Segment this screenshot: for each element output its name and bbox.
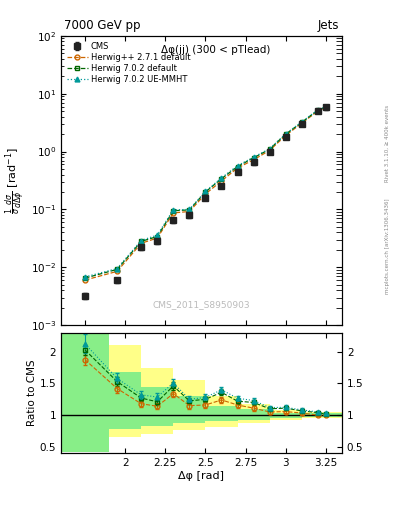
Herwig++ 2.7.1 default: [155, 235, 160, 241]
Y-axis label: $\frac{1}{\sigma}\frac{d\sigma}{d\Delta\phi}$ [rad$^{-1}$]: $\frac{1}{\sigma}\frac{d\sigma}{d\Delta\…: [4, 147, 28, 214]
Herwig++ 2.7.1 default: [251, 157, 256, 163]
Line: Herwig 7.0.2 UE-MMHT: Herwig 7.0.2 UE-MMHT: [83, 104, 328, 280]
Herwig 7.0.2 default: [251, 155, 256, 161]
X-axis label: Δφ [rad]: Δφ [rad]: [178, 471, 224, 481]
Herwig 7.0.2 UE-MMHT: [283, 131, 288, 137]
Herwig 7.0.2 UE-MMHT: [323, 103, 328, 110]
Herwig 7.0.2 UE-MMHT: [155, 232, 160, 238]
Herwig 7.0.2 UE-MMHT: [83, 274, 87, 280]
Herwig 7.0.2 UE-MMHT: [171, 207, 176, 213]
Herwig 7.0.2 UE-MMHT: [139, 238, 143, 244]
Herwig 7.0.2 default: [267, 146, 272, 152]
Herwig++ 2.7.1 default: [83, 277, 87, 283]
Text: 7000 GeV pp: 7000 GeV pp: [64, 18, 140, 32]
Herwig 7.0.2 default: [283, 131, 288, 137]
Herwig++ 2.7.1 default: [316, 108, 320, 114]
Text: mcplots.cern.ch [arXiv:1306.3436]: mcplots.cern.ch [arXiv:1306.3436]: [385, 198, 390, 293]
Herwig 7.0.2 default: [316, 107, 320, 113]
Text: CMS_2011_S8950903: CMS_2011_S8950903: [152, 301, 250, 309]
Herwig 7.0.2 UE-MMHT: [219, 175, 224, 181]
Herwig 7.0.2 UE-MMHT: [267, 145, 272, 152]
Herwig 7.0.2 default: [235, 163, 240, 169]
Herwig++ 2.7.1 default: [203, 191, 208, 197]
Text: Δφ(jj) (300 < pTlead): Δφ(jj) (300 < pTlead): [161, 45, 270, 54]
Herwig 7.0.2 default: [83, 275, 87, 281]
Herwig++ 2.7.1 default: [171, 210, 176, 216]
Herwig 7.0.2 default: [187, 207, 192, 213]
Herwig 7.0.2 UE-MMHT: [251, 154, 256, 160]
Herwig 7.0.2 default: [155, 233, 160, 240]
Herwig 7.0.2 default: [299, 119, 304, 125]
Legend: CMS, Herwig++ 2.7.1 default, Herwig 7.0.2 default, Herwig 7.0.2 UE-MMHT: CMS, Herwig++ 2.7.1 default, Herwig 7.0.…: [65, 40, 192, 86]
Herwig 7.0.2 default: [219, 176, 224, 182]
Line: Herwig++ 2.7.1 default: Herwig++ 2.7.1 default: [83, 105, 328, 283]
Text: Rivet 3.1.10, ≥ 400k events: Rivet 3.1.10, ≥ 400k events: [385, 105, 390, 182]
Herwig++ 2.7.1 default: [115, 268, 119, 274]
Herwig 7.0.2 UE-MMHT: [187, 206, 192, 212]
Herwig++ 2.7.1 default: [283, 133, 288, 139]
Herwig++ 2.7.1 default: [139, 240, 143, 246]
Herwig++ 2.7.1 default: [187, 208, 192, 215]
Line: Herwig 7.0.2 default: Herwig 7.0.2 default: [83, 104, 328, 281]
Herwig 7.0.2 default: [323, 104, 328, 110]
Y-axis label: Ratio to CMS: Ratio to CMS: [27, 359, 37, 426]
Herwig 7.0.2 UE-MMHT: [203, 188, 208, 195]
Herwig 7.0.2 default: [171, 208, 176, 214]
Herwig++ 2.7.1 default: [299, 120, 304, 126]
Herwig 7.0.2 UE-MMHT: [115, 266, 119, 272]
Herwig 7.0.2 default: [139, 238, 143, 244]
Herwig 7.0.2 UE-MMHT: [316, 107, 320, 113]
Text: Jets: Jets: [318, 18, 339, 32]
Herwig 7.0.2 default: [115, 266, 119, 272]
Herwig++ 2.7.1 default: [235, 165, 240, 171]
Herwig++ 2.7.1 default: [323, 104, 328, 111]
Herwig 7.0.2 UE-MMHT: [299, 119, 304, 125]
Herwig++ 2.7.1 default: [267, 147, 272, 154]
Herwig 7.0.2 UE-MMHT: [235, 163, 240, 169]
Herwig++ 2.7.1 default: [219, 178, 224, 184]
Herwig 7.0.2 default: [203, 189, 208, 195]
